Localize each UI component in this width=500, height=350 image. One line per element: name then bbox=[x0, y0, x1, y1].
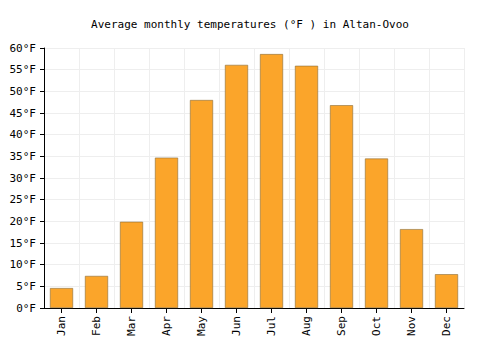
svg-text:15°F: 15°F bbox=[10, 237, 37, 250]
svg-text:Jan: Jan bbox=[55, 316, 68, 336]
svg-text:Dec: Dec bbox=[440, 316, 453, 336]
svg-text:Aug: Aug bbox=[300, 316, 313, 336]
svg-text:Jul: Jul bbox=[265, 316, 278, 336]
svg-text:40°F: 40°F bbox=[10, 128, 37, 141]
svg-text:45°F: 45°F bbox=[10, 107, 37, 120]
svg-text:Oct: Oct bbox=[370, 316, 383, 336]
svg-text:35°F: 35°F bbox=[10, 150, 37, 163]
svg-text:Feb: Feb bbox=[90, 316, 103, 336]
svg-text:Mar: Mar bbox=[125, 316, 138, 336]
svg-text:55°F: 55°F bbox=[10, 63, 37, 76]
svg-text:20°F: 20°F bbox=[10, 215, 37, 228]
svg-text:Nov: Nov bbox=[405, 316, 418, 336]
svg-text:10°F: 10°F bbox=[10, 258, 37, 271]
svg-text:Apr: Apr bbox=[160, 316, 173, 336]
svg-text:Sep: Sep bbox=[335, 316, 348, 336]
svg-text:Jun: Jun bbox=[230, 316, 243, 336]
svg-text:May: May bbox=[195, 316, 208, 336]
svg-text:0°F: 0°F bbox=[16, 302, 36, 315]
svg-text:5°F: 5°F bbox=[16, 280, 36, 293]
svg-text:Average monthly temperatures (: Average monthly temperatures (°F ) in Al… bbox=[91, 18, 409, 31]
svg-text:50°F: 50°F bbox=[10, 85, 37, 98]
svg-text:25°F: 25°F bbox=[10, 193, 37, 206]
svg-text:30°F: 30°F bbox=[10, 172, 37, 185]
svg-text:60°F: 60°F bbox=[10, 42, 37, 55]
